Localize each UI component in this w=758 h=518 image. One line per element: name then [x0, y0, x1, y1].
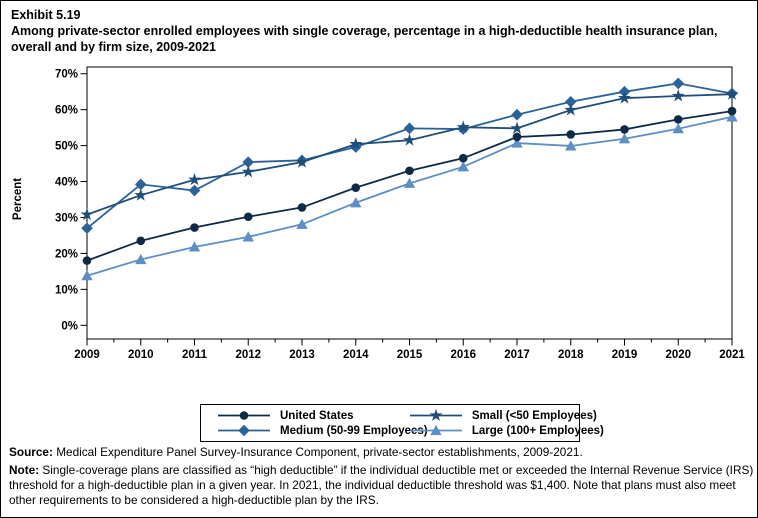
legend-item-medium-firms: Medium (50-99 Employees)	[217, 424, 428, 437]
plot-area-frame	[86, 66, 733, 340]
united-states-line-marker-icon	[217, 409, 271, 422]
exhibit-number: Exhibit 5.19	[11, 8, 81, 22]
chart-title-block: Exhibit 5.19 Among private-sector enroll…	[11, 7, 753, 55]
svg-text:2018: 2018	[558, 349, 584, 361]
legend-item-large-firms: Large (100+ Employees)	[409, 424, 604, 437]
y-axis-title: Percent	[12, 178, 24, 220]
svg-text:2014: 2014	[343, 349, 369, 361]
svg-text:60%: 60%	[55, 105, 78, 117]
svg-text:2021: 2021	[719, 349, 745, 361]
legend-item-united-states: United States	[217, 409, 409, 422]
y-axis: 0% 10% 20% 30% 40% 50% 60% 70% Percent	[12, 69, 87, 332]
legend-label-medium-firms: Medium (50-99 Employees)	[280, 424, 428, 437]
series-small-50-employees	[80, 87, 739, 221]
svg-text:2010: 2010	[128, 349, 154, 361]
legend-label-small-firms: Small (<50 Employees)	[471, 409, 597, 422]
large-firms-triangle-marker-icon	[409, 424, 463, 437]
legend-label-large-firms: Large (100+ Employees)	[471, 424, 604, 437]
series-united-states	[82, 106, 737, 265]
svg-text:2016: 2016	[450, 349, 476, 361]
footnotes: Source: Medical Expenditure Panel Survey…	[9, 445, 755, 508]
svg-text:2011: 2011	[182, 349, 208, 361]
svg-text:30%: 30%	[55, 212, 78, 224]
x-axis: 2009 2010 2011 2012 2013 2014 2015 2016 2017 2018…	[74, 339, 745, 361]
svg-text:20%: 20%	[55, 248, 78, 260]
legend: United States Small (<50 Employees) Medi…	[200, 404, 604, 442]
note-label: Note:	[9, 463, 40, 477]
svg-text:2020: 2020	[665, 349, 691, 361]
chart-heading: Among private-sector enrolled employees …	[11, 24, 718, 54]
legend-label-united-states: United States	[280, 409, 354, 422]
methodology-note: Note: Single-coverage plans are classifi…	[9, 463, 755, 508]
source-text: Medical Expenditure Panel Survey-Insuran…	[52, 445, 583, 459]
note-text: Single-coverage plans are classified as …	[9, 463, 754, 507]
svg-text:2013: 2013	[289, 349, 315, 361]
source-label: Source:	[9, 445, 53, 459]
source-note: Source: Medical Expenditure Panel Survey…	[9, 445, 755, 460]
svg-text:2009: 2009	[74, 349, 100, 361]
series-large-100-employees	[81, 111, 738, 281]
svg-text:2012: 2012	[235, 349, 261, 361]
svg-text:2017: 2017	[504, 349, 530, 361]
svg-text:10%: 10%	[55, 284, 78, 296]
legend-item-small-firms: Small (<50 Employees)	[409, 408, 597, 422]
series-medium-50-99-employees	[81, 77, 738, 235]
svg-text:2019: 2019	[612, 349, 638, 361]
svg-text:2015: 2015	[397, 349, 423, 361]
small-firms-star-marker-icon	[409, 408, 463, 422]
medium-firms-diamond-marker-icon	[217, 424, 271, 437]
svg-text:0%: 0%	[61, 320, 78, 332]
svg-text:40%: 40%	[55, 177, 78, 189]
svg-text:50%: 50%	[55, 141, 78, 153]
svg-text:70%: 70%	[55, 69, 78, 81]
